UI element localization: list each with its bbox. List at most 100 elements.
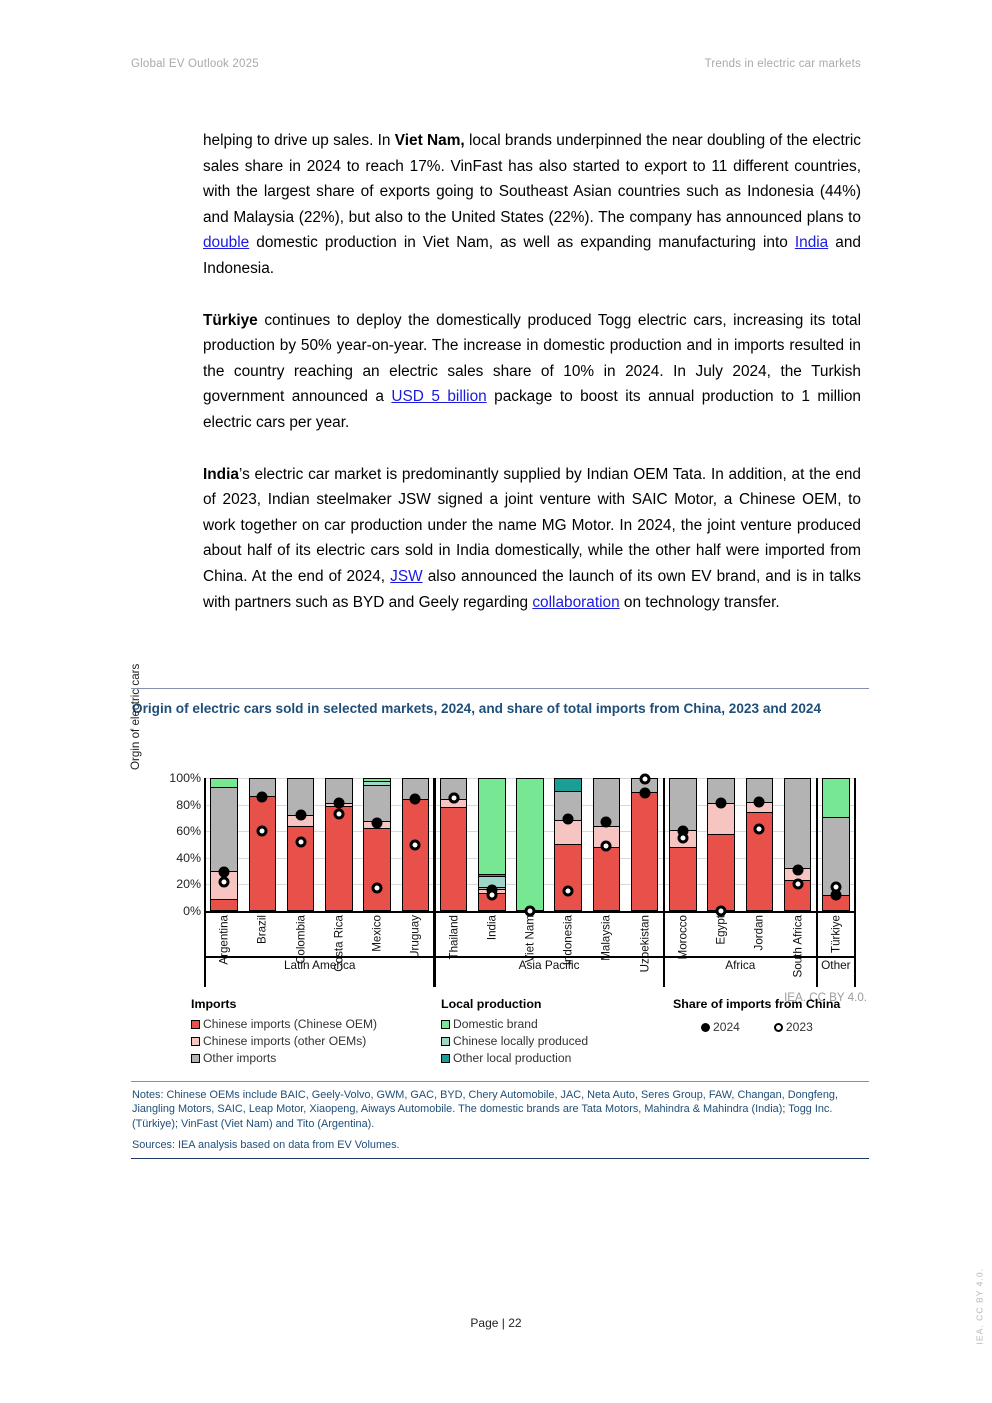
region-separator xyxy=(815,778,818,987)
legend-local-heading: Local production xyxy=(441,997,542,1011)
marker-2024 xyxy=(639,787,651,799)
hollow-circle-icon xyxy=(773,1022,783,1032)
bar-slot xyxy=(817,778,855,911)
inline-link[interactable]: collaboration xyxy=(532,593,620,611)
bar-segment-chinese-oem xyxy=(631,793,658,910)
region-rule xyxy=(205,956,855,958)
bar-segment-chinese-other xyxy=(440,799,467,808)
y-tick-100: 100% xyxy=(169,771,201,785)
bar-segment-chinese-oem xyxy=(440,807,467,910)
marker-2023 xyxy=(409,839,421,850)
region-separator xyxy=(433,778,436,987)
stacked-bar[interactable] xyxy=(783,778,812,911)
running-header-left: Global EV Outlook 2025 xyxy=(131,58,259,70)
bar-slot xyxy=(740,778,778,911)
inline-link[interactable]: JSW xyxy=(390,567,423,585)
stacked-bar[interactable] xyxy=(669,778,697,911)
notes-bottom-rule xyxy=(131,1157,869,1160)
bar-segment-chinese-oem xyxy=(555,844,581,910)
legend-label: Chinese locally produced xyxy=(453,1034,589,1048)
stacked-bar[interactable] xyxy=(477,778,506,911)
category-axis: Argentina Brazil Colombia Costa Rica Mexico U… xyxy=(204,778,856,989)
bar-segment-chinese-oem xyxy=(364,828,390,910)
legend-marker-item[interactable]: 2023 xyxy=(773,1020,813,1034)
bar-slot xyxy=(396,778,434,911)
bar-segment-other-local xyxy=(555,779,581,793)
legend-swatch-icon xyxy=(191,1054,200,1063)
legend-item[interactable]: Other local production xyxy=(441,1050,588,1067)
filled-circle-icon xyxy=(701,1022,710,1032)
legend-swatch-icon xyxy=(191,1037,200,1046)
legend-local-production: Local production Domestic brand Chinese l… xyxy=(441,997,588,1067)
legend-item[interactable]: Other imports xyxy=(191,1050,377,1067)
legend-item[interactable]: Chinese locally produced xyxy=(441,1033,588,1050)
marker-2023 xyxy=(524,905,536,917)
bar-segment-chinese-oem xyxy=(326,806,352,910)
region-separator xyxy=(853,778,856,987)
bar-segment-domestic xyxy=(364,779,390,782)
bar-segment-domestic xyxy=(211,779,237,789)
notes-top-rule xyxy=(131,1081,869,1082)
legend-marker-label: 2024 xyxy=(713,1020,740,1034)
marker-2024 xyxy=(256,791,268,803)
bar-segment-chinese-oem xyxy=(249,797,276,910)
marker-2023 xyxy=(256,825,268,837)
legend-item[interactable]: Domestic brand xyxy=(441,1016,588,1033)
legend-label: Chinese imports (other OEMs) xyxy=(203,1034,367,1048)
side-watermark: IEA. CC BY 4.0. xyxy=(974,1268,984,1345)
figure-title: Origin of electric cars sold in selected… xyxy=(132,701,821,716)
bar-segment-other-imports xyxy=(784,779,811,870)
y-tick-40: 40% xyxy=(176,850,201,865)
category-text: Jordan xyxy=(752,915,766,951)
region-axis: Latin America Asia Pacific Africa Other xyxy=(205,956,855,978)
stacked-bar[interactable] xyxy=(554,778,582,911)
bar-segment-chinese-oem xyxy=(593,848,620,910)
legend-share-heading: Share of imports from China xyxy=(673,997,841,1011)
text-run: local brands underpinned the near doubli… xyxy=(203,132,862,226)
legend-swatch-icon xyxy=(441,1020,450,1029)
paragraph-p3: India’s electric car market is predomina… xyxy=(203,462,861,616)
region-label-asia-pacific: Asia Pacific xyxy=(518,958,580,972)
bar-segment-chinese-local xyxy=(364,781,390,786)
legend-label: Other imports xyxy=(203,1051,277,1065)
stacked-bar[interactable] xyxy=(439,778,468,911)
marker-2023 xyxy=(715,905,727,917)
bar-segment-other-local xyxy=(478,874,505,878)
legend-marker-item[interactable]: 2024 xyxy=(701,1020,740,1034)
legend-label: Chinese imports (Chinese OEM) xyxy=(203,1017,378,1031)
stacked-bar[interactable] xyxy=(210,778,238,911)
bar-segment-chinese-oem xyxy=(402,799,429,910)
marker-2023 xyxy=(333,808,345,820)
bar-segment-other-imports xyxy=(211,788,237,873)
marker-2024 xyxy=(715,797,727,809)
region-label-other: Other xyxy=(821,958,851,972)
bar-slot xyxy=(205,778,243,911)
marker-2024 xyxy=(792,864,804,876)
bar-segment-domestic xyxy=(478,779,505,875)
stacked-bar[interactable] xyxy=(630,778,659,911)
inline-link[interactable]: double xyxy=(203,234,250,252)
stacked-bar[interactable] xyxy=(516,778,544,911)
legend-item[interactable]: Chinese imports (other OEMs) xyxy=(191,1033,377,1050)
inline-link[interactable]: USD 5 billion xyxy=(391,388,487,406)
sources-text: Sources: IEA analysis based on data from… xyxy=(132,1139,400,1152)
bar-slot xyxy=(281,778,319,911)
legend-item[interactable]: Chinese imports (Chinese OEM) xyxy=(191,1016,377,1033)
legend-imports: Imports Chinese imports (Chinese OEM) Chi… xyxy=(191,997,377,1067)
legend-label: Other local production xyxy=(453,1051,572,1065)
legend-label: Domestic brand xyxy=(453,1017,538,1031)
bar-segment-domestic xyxy=(517,779,543,910)
bold-term: India xyxy=(203,465,239,483)
stacked-bar[interactable] xyxy=(592,778,621,911)
y-tick-60: 60% xyxy=(176,824,201,839)
marker-2023 xyxy=(371,882,383,894)
bar-slot xyxy=(549,778,587,911)
body-text-column: helping to drive up sales. In Viet Nam, … xyxy=(203,128,861,615)
region-separator xyxy=(662,778,665,987)
region-label-africa: Africa xyxy=(725,958,756,972)
stacked-bar[interactable] xyxy=(401,778,430,911)
stacked-bar[interactable] xyxy=(822,778,850,911)
inline-link[interactable]: India xyxy=(794,234,829,252)
bar-slot xyxy=(243,778,281,911)
marker-2023 xyxy=(600,840,612,852)
